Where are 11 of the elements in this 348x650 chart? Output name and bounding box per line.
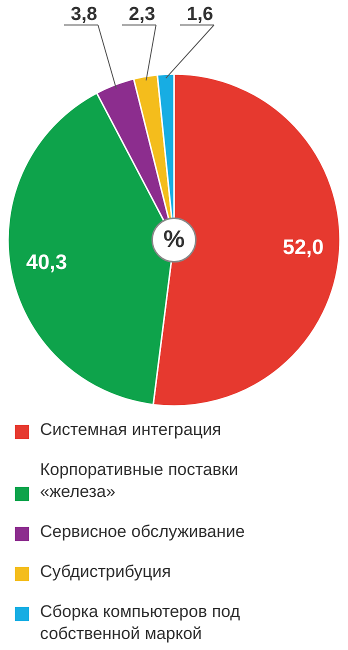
data-label: 3,8	[70, 4, 98, 25]
slice-label: Корпоративные поставки «железа»	[40, 460, 238, 501]
legend-label: Субдистрибуция	[40, 562, 171, 581]
data-label: 40,3	[26, 251, 68, 274]
legend-label: Сервисное обслуживание	[40, 522, 245, 541]
data-label: 2,3	[128, 4, 156, 25]
data-label: 1,6	[186, 4, 214, 25]
legend-label: Сборка компьютеров под собственной маркой	[40, 602, 240, 643]
legend-label: Системная интеграция	[40, 420, 222, 439]
data-label: 52,0	[282, 236, 324, 260]
text: %	[163, 226, 185, 253]
